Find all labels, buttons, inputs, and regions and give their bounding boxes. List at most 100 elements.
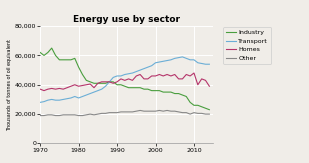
Other [73, 114, 77, 116]
Homes [104, 81, 108, 83]
Industry [208, 109, 211, 111]
Industry [173, 93, 177, 95]
Other [138, 110, 142, 111]
Transport [180, 56, 184, 58]
Homes [84, 84, 88, 86]
Industry [119, 84, 123, 86]
Transport [142, 68, 146, 70]
Homes [115, 81, 119, 83]
Homes [57, 87, 61, 89]
Transport [204, 63, 207, 65]
Homes [127, 78, 130, 80]
Transport [208, 63, 211, 65]
Industry [204, 107, 207, 109]
Other [65, 114, 69, 116]
Industry [96, 82, 100, 84]
Line: Homes: Homes [40, 73, 210, 91]
Transport [57, 99, 61, 101]
Homes [208, 85, 211, 87]
Other [154, 110, 157, 112]
Industry [134, 87, 138, 89]
Homes [54, 88, 57, 90]
Other [196, 112, 200, 114]
Line: Other: Other [40, 111, 210, 116]
Other [54, 115, 57, 117]
Homes [158, 74, 161, 75]
Homes [131, 79, 134, 81]
Transport [173, 57, 177, 59]
Other [146, 110, 150, 112]
Other [204, 113, 207, 115]
Transport [54, 99, 57, 101]
Industry [138, 87, 142, 89]
Homes [161, 75, 165, 77]
Industry [69, 59, 73, 61]
Transport [81, 96, 84, 97]
Industry [65, 59, 69, 61]
Transport [50, 98, 53, 100]
Industry [57, 59, 61, 61]
Transport [108, 81, 111, 83]
Transport [196, 62, 200, 64]
Other [81, 115, 84, 117]
Homes [188, 75, 192, 77]
Industry [61, 59, 65, 61]
Homes [150, 75, 154, 77]
Homes [61, 88, 65, 90]
Homes [123, 79, 127, 81]
Homes [173, 74, 177, 75]
Industry [84, 79, 88, 81]
Homes [142, 78, 146, 80]
Industry [77, 66, 80, 68]
Transport [69, 97, 73, 99]
Transport [169, 59, 173, 61]
Industry [50, 47, 53, 49]
Industry [177, 93, 180, 95]
Transport [92, 91, 96, 93]
Transport [46, 99, 50, 101]
Homes [204, 79, 207, 81]
Other [111, 112, 115, 114]
Other [131, 111, 134, 113]
Homes [111, 82, 115, 84]
Other [108, 112, 111, 114]
Industry [142, 88, 146, 90]
Homes [100, 81, 104, 83]
Transport [38, 101, 42, 103]
Transport [161, 60, 165, 62]
Other [161, 110, 165, 112]
Transport [138, 69, 142, 71]
Homes [77, 85, 80, 87]
Homes [108, 81, 111, 83]
Other [173, 110, 177, 112]
Line: Transport: Transport [40, 57, 210, 102]
Homes [73, 84, 77, 86]
Homes [96, 82, 100, 84]
Other [127, 111, 130, 113]
Industry [169, 91, 173, 93]
Other [42, 115, 46, 117]
Industry [115, 84, 119, 86]
Transport [192, 59, 196, 61]
Homes [42, 90, 46, 92]
Other [142, 110, 146, 112]
Industry [104, 82, 108, 84]
Other [61, 114, 65, 116]
Transport [73, 96, 77, 97]
Transport [96, 90, 100, 92]
Other [134, 110, 138, 112]
Transport [154, 62, 157, 64]
Other [192, 112, 196, 114]
Transport [165, 60, 169, 62]
Other [88, 113, 92, 115]
Homes [134, 75, 138, 77]
Industry [38, 52, 42, 53]
Transport [127, 73, 130, 75]
Other [57, 115, 61, 117]
Transport [146, 66, 150, 68]
Other [119, 111, 123, 113]
Industry [88, 81, 92, 83]
Industry [131, 87, 134, 89]
Homes [138, 74, 142, 75]
Other [77, 115, 80, 117]
